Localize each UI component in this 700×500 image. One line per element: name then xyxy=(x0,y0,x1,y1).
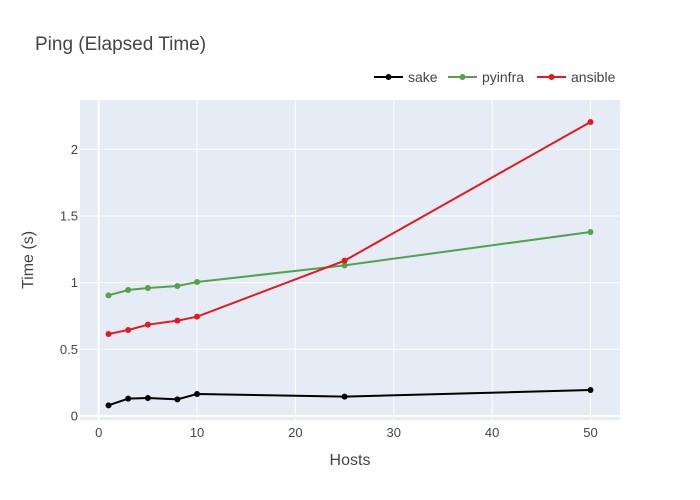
y-tick-label: 0 xyxy=(71,409,78,424)
data-point-pyinfra xyxy=(341,262,348,269)
legend-label: pyinfra xyxy=(482,69,524,85)
x-tick-label: 50 xyxy=(583,425,597,440)
data-point-ansible xyxy=(587,119,594,125)
grid-lines xyxy=(80,100,620,420)
data-point-ansible xyxy=(105,331,112,337)
plot-area xyxy=(80,100,620,420)
legend-marker xyxy=(385,74,392,80)
legend-marker xyxy=(459,74,466,80)
data-point-sake xyxy=(125,395,132,402)
data-point-sake xyxy=(105,402,112,409)
y-tick-label: 2 xyxy=(71,142,78,157)
data-point-pyinfra xyxy=(174,283,181,289)
data-point-pyinfra xyxy=(105,292,112,299)
series-sake xyxy=(105,387,594,409)
data-point-ansible xyxy=(144,321,151,328)
legend-label: sake xyxy=(408,69,438,85)
data-point-pyinfra xyxy=(194,279,201,285)
data-point-pyinfra xyxy=(125,287,132,293)
data-point-sake xyxy=(587,387,594,393)
y-tick-label: 1.5 xyxy=(60,209,78,224)
chart-title: Ping (Elapsed Time) xyxy=(35,34,206,55)
legend: sake pyinfra ansible xyxy=(374,69,616,85)
x-axis-title: Hosts xyxy=(330,452,371,469)
legend-item-sake[interactable]: sake xyxy=(374,69,438,85)
data-point-ansible xyxy=(174,317,181,324)
legend-marker xyxy=(548,74,555,80)
legend-item-ansible[interactable]: ansible xyxy=(537,69,616,85)
x-tick-label: 0 xyxy=(95,425,102,440)
data-point-sake xyxy=(341,393,348,400)
x-axis-ticks: 0 10 20 30 40 50 xyxy=(95,425,598,440)
legend-label: ansible xyxy=(571,69,616,85)
legend-item-pyinfra[interactable]: pyinfra xyxy=(448,69,524,85)
data-point-sake xyxy=(174,396,181,403)
x-tick-label: 30 xyxy=(387,425,401,440)
data-point-sake xyxy=(144,395,151,401)
y-axis-title: Time (s) xyxy=(20,231,37,289)
y-tick-label: 1 xyxy=(71,275,78,290)
series-lines xyxy=(105,119,594,409)
series-ansible xyxy=(105,119,594,337)
data-point-pyinfra xyxy=(587,229,594,235)
data-point-ansible xyxy=(125,327,132,333)
data-point-sake xyxy=(194,391,201,397)
y-axis-ticks: 0 0.5 1 1.5 2 xyxy=(60,142,78,424)
data-point-ansible xyxy=(194,313,201,320)
series-pyinfra xyxy=(105,229,594,299)
x-tick-label: 40 xyxy=(485,425,499,440)
y-tick-label: 0.5 xyxy=(60,342,78,357)
x-tick-label: 20 xyxy=(288,425,302,440)
x-tick-label: 10 xyxy=(190,425,204,440)
data-point-pyinfra xyxy=(144,285,151,291)
data-point-ansible xyxy=(341,257,348,264)
